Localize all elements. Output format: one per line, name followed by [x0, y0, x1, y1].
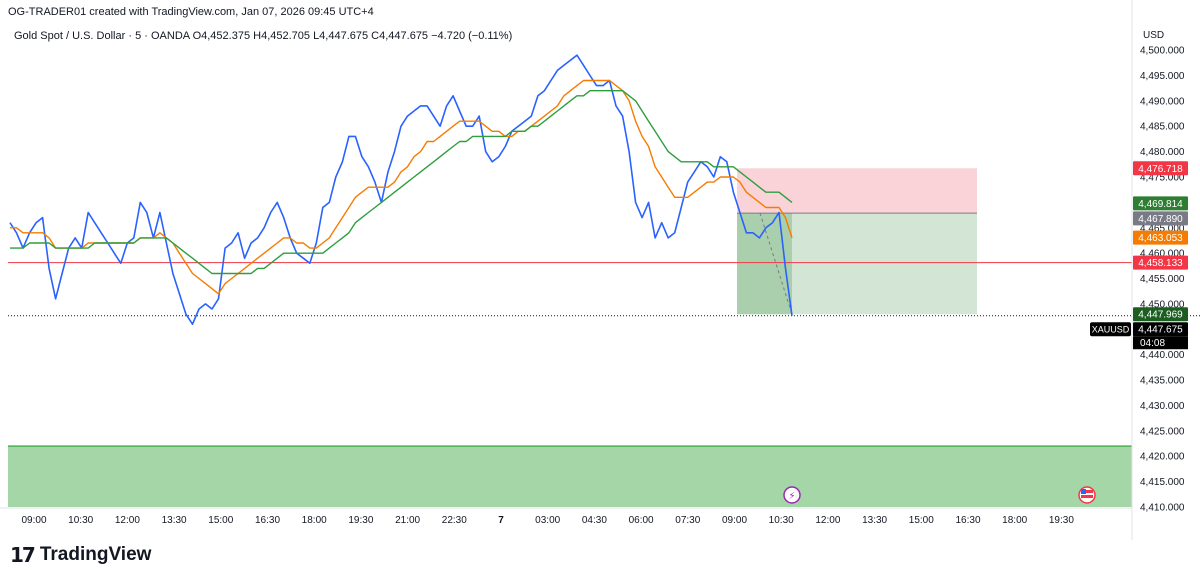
symbol-info-bar: Gold Spot / U.S. Dollar · 5 · OANDA O4,4… [14, 30, 513, 42]
y-tick-label: 4,440.000 [1140, 350, 1185, 361]
price-label: 4,467.890 [1133, 211, 1188, 226]
series-line-0 [9, 54, 793, 326]
price-label-text: 4,469.814 [1138, 199, 1183, 210]
series-line-2 [10, 89, 793, 275]
y-tick-label: 4,450.000 [1140, 299, 1185, 310]
y-tick-label: 4,495.000 [1140, 71, 1185, 82]
x-tick-label: 10:30 [769, 515, 794, 526]
icons-layer: ⚡ [783, 486, 1096, 504]
symbol-name[interactable]: Gold Spot / U.S. Dollar [14, 30, 126, 42]
brand-name: TradingView [39, 544, 152, 565]
x-tick-label: 18:00 [302, 515, 327, 526]
price-label-bg [1133, 322, 1188, 337]
x-tick-label: 12:00 [115, 515, 140, 526]
x-tick-label: 03:00 [535, 515, 560, 526]
y-tick-label: 4,475.000 [1140, 173, 1185, 184]
x-tick-label: 13:30 [162, 515, 187, 526]
stop-loss-zone [737, 168, 977, 214]
lightning-event-icon [783, 486, 801, 504]
x-tick-label: 19:30 [348, 515, 373, 526]
lines-layer [8, 262, 1200, 317]
y-tick-label: 4,485.000 [1140, 122, 1185, 133]
price-label: 4,476.718 [1133, 161, 1188, 176]
flag-stripe [1081, 495, 1093, 498]
x-tick-label: 09:00 [21, 515, 46, 526]
x-tick-label: 10:30 [68, 515, 93, 526]
tradingview-mark-icon: 17 [10, 543, 36, 567]
tradingview-logo[interactable]: 17 TradingView [10, 543, 151, 567]
chart-attribution: OG-TRADER01 created with TradingView.com… [8, 6, 374, 18]
x-tick-label: 7 [498, 515, 504, 526]
price-label-bg [1133, 161, 1188, 176]
x-tick-label: 16:30 [255, 515, 280, 526]
x-tick-label: 13:30 [862, 515, 887, 526]
y-tick-label: 4,420.000 [1140, 452, 1185, 463]
y-tick-label: 4,500.000 [1140, 46, 1185, 57]
x-tick-label: 04:30 [582, 515, 607, 526]
lightning-glyph: ⚡ [788, 491, 795, 502]
flag-canton [1081, 489, 1086, 494]
flag-stripe [1081, 490, 1093, 493]
price-label-bg [1133, 307, 1188, 322]
interval[interactable]: 5 [135, 30, 142, 42]
x-tick-label: 07:30 [675, 515, 700, 526]
price-labels-layer: 4,476.718 4,469.814 4,467.890 4,463.053 4,45… [1090, 161, 1188, 350]
ohlc-values: O4,452.375 H4,452.705 L4,447.675 C4,447.… [192, 30, 513, 42]
x-tick-label: 09:00 [722, 515, 747, 526]
price-label-text: 4,447.675 [1138, 325, 1183, 336]
y-tick-label: 4,435.000 [1140, 376, 1185, 387]
series-layer [9, 54, 793, 326]
demand-zone [8, 446, 1132, 507]
price-label: 4,463.053 [1133, 230, 1188, 245]
y-tick-label: 4,425.000 [1140, 426, 1185, 437]
price-label: 4,469.814 [1133, 196, 1188, 211]
x-tick-label: 15:00 [208, 515, 233, 526]
currency-label[interactable]: USD [1143, 30, 1165, 41]
symbol-tag: XAUUSD [1092, 325, 1130, 335]
x-tick-label: 18:00 [1002, 515, 1027, 526]
y-tick-label: 4,480.000 [1140, 147, 1185, 158]
x-tick-label: 19:30 [1049, 515, 1074, 526]
price-label-text: 4,463.053 [1138, 233, 1183, 244]
price-label: 4,447.675 [1133, 322, 1188, 337]
x-tick-label: 06:00 [629, 515, 654, 526]
x-tick-label: 16:30 [955, 515, 980, 526]
y-tick-label: 4,460.000 [1140, 249, 1185, 260]
price-label-bg [1133, 196, 1188, 211]
exchange: OANDA [151, 30, 190, 42]
price-label-text: 4,458.133 [1138, 258, 1183, 269]
price-label-text: 4,467.890 [1138, 214, 1183, 225]
y-tick-label: 4,455.000 [1140, 274, 1185, 285]
price-label-bg [1133, 211, 1188, 226]
price-label-bg [1133, 230, 1188, 245]
y-tick-label: 4,490.000 [1140, 96, 1185, 107]
x-tick-label: 12:00 [815, 515, 840, 526]
symbol-tag-bg [1090, 322, 1131, 337]
y-tick-label: 4,465.000 [1140, 223, 1185, 234]
countdown: 04:08 [1140, 338, 1165, 349]
x-tick-label: 22:30 [442, 515, 467, 526]
x-tick-label: 21:00 [395, 515, 420, 526]
countdown-bg [1133, 336, 1188, 350]
x-tick-label: 15:00 [909, 515, 934, 526]
price-label: 4,447.969 [1133, 307, 1188, 322]
y-tick-label: 4,430.000 [1140, 401, 1185, 412]
price-label-text: 4,476.718 [1138, 164, 1183, 175]
y-tick-label: 4,410.000 [1140, 503, 1185, 514]
price-label-text: 4,447.969 [1138, 310, 1183, 321]
y-tick-label: 4,415.000 [1140, 477, 1185, 488]
price-chart[interactable]: 4,410.000 4,415.000 4,420.000 4,425.000 4,43… [0, 0, 1200, 540]
zones-layer [8, 168, 1132, 507]
price-label: 4,458.133 [1133, 255, 1188, 270]
price-label-bg [1133, 255, 1188, 270]
